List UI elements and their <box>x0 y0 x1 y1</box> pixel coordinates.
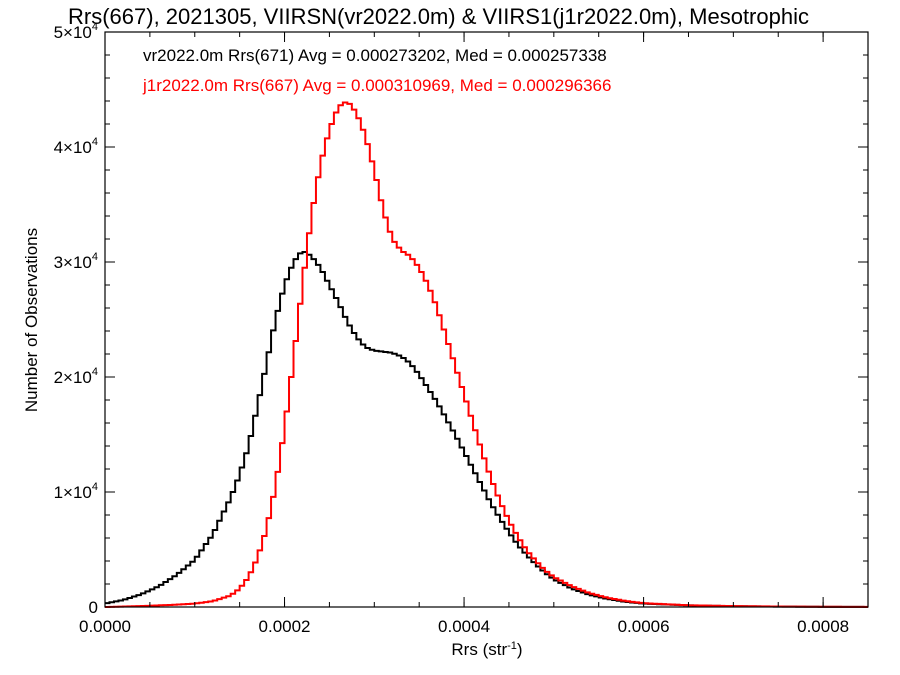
x-tick-label: 0.0004 <box>438 617 490 636</box>
y-tick-label: 2×104 <box>54 366 98 387</box>
y-axis-label: Number of Observations <box>22 228 41 412</box>
x-axis-label-main: Rrs (str <box>451 640 507 659</box>
y-tick-label: 5×104 <box>54 21 98 42</box>
series-layer <box>105 101 868 608</box>
x-tick-label: 0.0006 <box>618 617 670 636</box>
annotation-j1r2022: j1r2022.0m Rrs(667) Avg = 0.000310969, M… <box>142 76 611 95</box>
y-tick-label: 1×104 <box>54 481 98 502</box>
y-tick-label: 3×104 <box>54 251 98 272</box>
x-axis-label: Rrs (str-1) <box>451 640 522 659</box>
plot-frame <box>104 31 869 608</box>
x-axis-label-exponent: -1 <box>507 640 517 652</box>
y-tick-label: 0 <box>89 598 98 617</box>
x-tick-label: 0.0000 <box>79 617 131 636</box>
annotation-vr2022: vr2022.0m Rrs(671) Avg = 0.000273202, Me… <box>143 46 607 65</box>
x-axis-label-close: ) <box>517 640 523 659</box>
y-tick-label: 4×104 <box>54 136 98 157</box>
chart-title: Rrs(667), 2021305, VIIRSN(vr2022.0m) & V… <box>68 4 809 29</box>
x-tick-label: 0.0008 <box>797 617 849 636</box>
ticks-layer: 0.0000 0.0002 0.0004 0.0006 0.0008 0 1×104 2×10… <box>54 21 869 636</box>
series-red-j1r2022 <box>105 101 868 608</box>
x-tick-label: 0.0002 <box>259 617 311 636</box>
